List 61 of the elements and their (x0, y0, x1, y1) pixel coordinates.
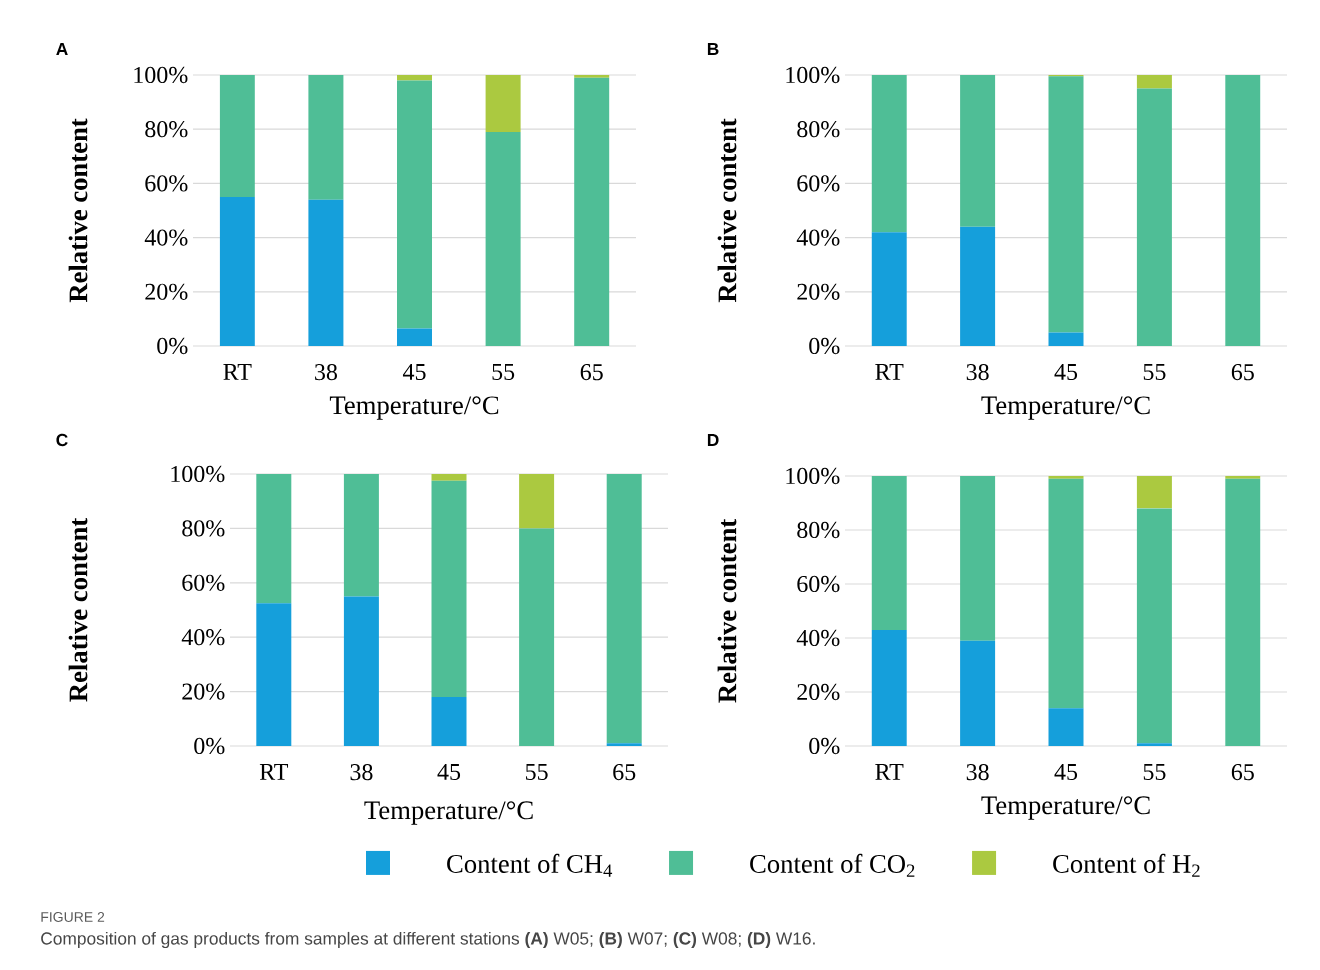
text: Composition of gas products from samples at different stations (A) W05; (B) W07; (C) W08; (D) W16. (41, 931, 815, 949)
text: C (56, 433, 68, 447)
y-tick-label: 40% (796, 629, 840, 647)
y-axis-title: Relative content (68, 118, 88, 303)
x-tick-label: 45 (1054, 764, 1078, 781)
x-tick-label: 65 (580, 364, 603, 381)
y-tick-label: 0% (809, 737, 840, 755)
y-tick-label: 20% (797, 683, 840, 701)
y-tick-label: 60% (182, 574, 225, 591)
y-tick-label: 0% (194, 737, 225, 755)
y-tick-label: 20% (797, 283, 840, 300)
x-tick-label: 45 (437, 764, 461, 781)
y-tick-label: 100% (786, 467, 840, 485)
y-tick-label: 20% (182, 683, 225, 700)
x-tick-label: RT (259, 764, 289, 780)
y-tick-label: 100% (171, 465, 225, 483)
y-tick-label: 60% (145, 175, 188, 192)
x-tick-label: 38 (315, 364, 337, 381)
x-axis-title: Temperature/°C (981, 396, 1150, 420)
y-tick-label: 60% (797, 175, 840, 192)
legend-label: Content of CH$_{4}$ (447, 853, 613, 877)
y-tick-label: 60% (797, 575, 840, 593)
x-tick-label: RT (875, 764, 904, 780)
x-tick-label: 45 (402, 364, 426, 381)
y-axis-title: Relative content (717, 118, 737, 303)
y-tick-label: 80% (145, 121, 188, 138)
chart-title: D (707, 434, 719, 446)
x-axis-title: Temperature/°C (329, 396, 499, 420)
x-axis-title: Temperature/°C (981, 796, 1150, 820)
x-tick-label: RT (875, 364, 904, 380)
x-tick-label: 38 (350, 764, 373, 781)
y-tick-label: 40% (796, 229, 840, 246)
y-tick-label: 20% (145, 283, 188, 300)
x-tick-label: 55 (492, 364, 515, 380)
y-axis-title: Relative content (717, 518, 737, 703)
chart-title: A (56, 43, 68, 55)
x-tick-label: RT (223, 364, 252, 380)
y-tick-label: 80% (797, 521, 840, 539)
x-tick-label: 55 (1143, 364, 1166, 380)
x-tick-label: 65 (613, 764, 636, 781)
x-tick-label: 38 (966, 764, 989, 781)
chart-title: B (707, 43, 719, 55)
x-tick-label: 38 (966, 364, 989, 381)
y-tick-label: 0% (157, 337, 188, 355)
y-tick-label: 0% (809, 337, 840, 355)
y-tick-label: 80% (182, 520, 225, 537)
legend-label: Content of H$_{2}$ (1053, 853, 1200, 877)
y-tick-label: 40% (144, 229, 188, 246)
y-axis-title: Relative content (68, 517, 88, 702)
x-tick-label: 45 (1054, 364, 1078, 381)
x-axis-title: Temperature/°C (364, 801, 533, 825)
y-tick-label: 100% (134, 66, 188, 84)
y-tick-label: 100% (786, 66, 840, 84)
legend-label: Content of CO$_{2}$ (750, 853, 915, 877)
caption: FIGURE 2 (41, 912, 105, 922)
x-tick-label: 55 (1143, 764, 1166, 780)
x-tick-label: 55 (526, 764, 548, 780)
x-tick-label: 65 (1231, 364, 1254, 381)
y-tick-label: 40% (181, 629, 225, 646)
x-tick-label: 65 (1231, 764, 1254, 781)
y-tick-label: 80% (797, 121, 840, 138)
